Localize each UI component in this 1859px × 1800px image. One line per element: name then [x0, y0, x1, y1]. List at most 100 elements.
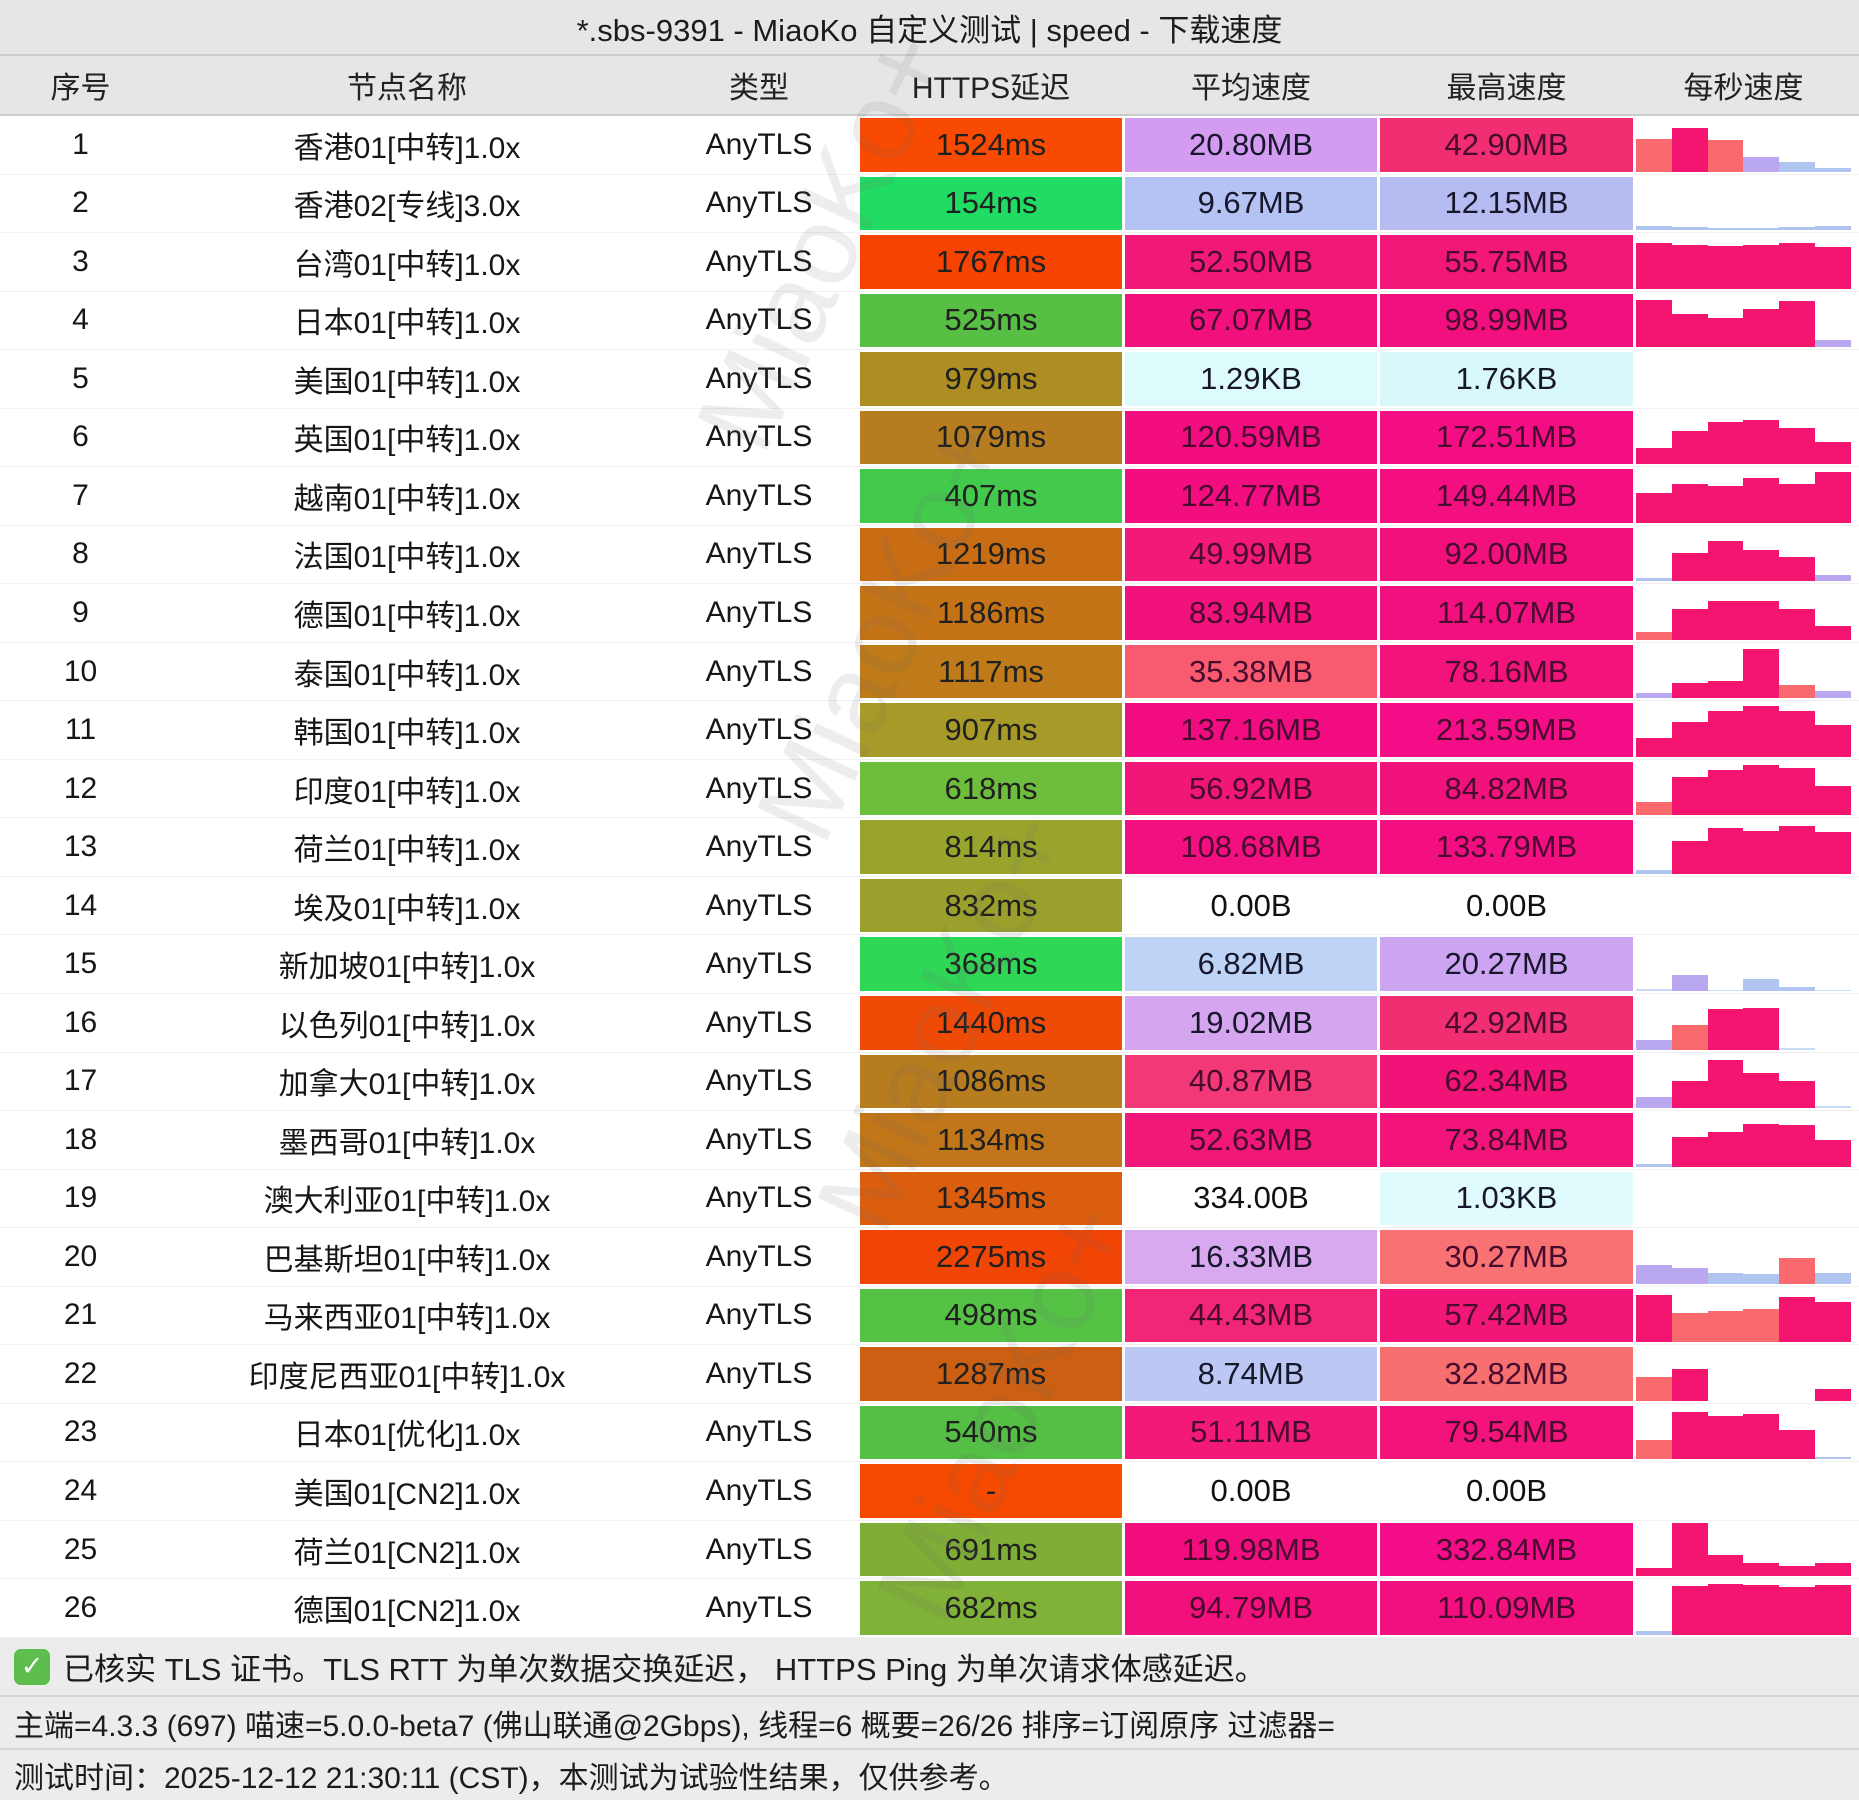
latency-cell: 154ms [860, 176, 1122, 231]
speed-bar [1671, 1137, 1708, 1167]
latency-cell: 1079ms [860, 410, 1122, 465]
speed-bar [1636, 692, 1672, 699]
column-header-max-speed: 最高速度 [1446, 72, 1567, 105]
row-name: 荷兰01[中转]1.0x [293, 834, 521, 868]
max-speed-cell: 84.82MB [1380, 761, 1633, 816]
per-second-speed-chart [1636, 294, 1851, 348]
speed-bar [1743, 1073, 1780, 1109]
table-row: 18 墨西哥01[中转]1.0x AnyTLS 1134ms 52.63MB 7… [0, 1111, 1859, 1170]
speed-bar [1636, 448, 1672, 465]
table-row: 13 荷兰01[中转]1.0x AnyTLS 814ms 108.68MB 13… [0, 818, 1859, 877]
table-row: 23 日本01[优化]1.0x AnyTLS 540ms 51.11MB 79.… [0, 1403, 1859, 1463]
row-index: 12 [63, 771, 98, 805]
speed-bar [1815, 1585, 1851, 1635]
speed-bar [1636, 1376, 1672, 1401]
row-index: 3 [72, 244, 89, 278]
row-name: 印度尼西亚01[中转]1.0x [248, 1360, 566, 1394]
speed-bar [1707, 989, 1744, 991]
row-index: 26 [63, 1591, 98, 1625]
latency-cell: 407ms [860, 469, 1122, 523]
latency-cell: 1086ms [860, 1054, 1122, 1109]
row-type: AnyTLS [705, 1005, 813, 1039]
speed-bar [1779, 1565, 1816, 1577]
per-second-speed-chart [1636, 645, 1851, 699]
speed-bar [1815, 785, 1851, 816]
row-type: AnyTLS [705, 771, 813, 805]
speed-bar [1743, 1123, 1780, 1167]
row-type: AnyTLS [705, 947, 813, 981]
row-name: 印度01[中转]1.0x [293, 775, 521, 809]
speed-bar [1636, 631, 1672, 640]
row-index: 16 [63, 1005, 98, 1039]
row-index: 17 [63, 1064, 98, 1098]
speed-bar [1743, 831, 1780, 874]
max-speed-cell: 12.15MB [1380, 176, 1633, 231]
speed-bar [1707, 680, 1744, 699]
speed-bar [1779, 227, 1816, 231]
table-row: 11 韩国01[中转]1.0x AnyTLS 907ms 137.16MB 21… [0, 701, 1859, 760]
speed-bar [1671, 1412, 1708, 1460]
footer-version-info: 主端=4.3.3 (697) 喵速=5.0.0-beta7 (佛山联通@2Gbp… [0, 1697, 1859, 1750]
avg-speed-cell: 1.29KB [1125, 352, 1377, 406]
row-index: 7 [72, 478, 89, 512]
row-type: AnyTLS [705, 537, 813, 571]
speed-bar [1707, 769, 1744, 816]
speed-bar [1707, 486, 1744, 523]
row-name: 马来西亚01[中转]1.0x [263, 1302, 551, 1336]
avg-speed-cell: 83.94MB [1125, 586, 1377, 640]
row-type: AnyTLS [705, 244, 813, 278]
speed-bar [1707, 1311, 1744, 1343]
row-index: 8 [72, 537, 89, 571]
speed-bar [1779, 986, 1816, 991]
latency-cell: 814ms [860, 820, 1122, 874]
speed-bar [1743, 1007, 1780, 1050]
max-speed-cell: 42.90MB [1380, 118, 1633, 172]
row-index: 23 [63, 1415, 98, 1449]
row-name: 韩国01[中转]1.0x [293, 717, 521, 751]
avg-speed-cell: 52.63MB [1125, 1113, 1377, 1167]
max-speed-cell: 79.54MB [1380, 1405, 1633, 1460]
speed-bar [1815, 471, 1851, 523]
speed-bar [1671, 227, 1708, 231]
row-name: 英国01[中转]1.0x [293, 424, 521, 458]
per-second-speed-chart [1636, 1347, 1851, 1401]
row-name: 澳大利亚01[中转]1.0x [263, 1185, 551, 1219]
speed-bar [1671, 553, 1708, 582]
speed-bar [1707, 227, 1744, 231]
latency-cell: 691ms [860, 1522, 1122, 1577]
avg-speed-cell: 334.00B [1125, 1171, 1377, 1226]
latency-cell: 907ms [860, 703, 1122, 757]
per-second-speed-chart [1636, 586, 1851, 640]
speed-bar [1707, 140, 1744, 172]
max-speed-cell: 149.44MB [1380, 469, 1633, 523]
speed-bar [1671, 1585, 1708, 1635]
column-header-avg-speed: 平均速度 [1191, 72, 1311, 105]
per-second-speed-chart [1636, 235, 1851, 289]
speed-bar [1707, 541, 1744, 582]
speed-bar [1636, 1440, 1672, 1460]
max-speed-cell: 1.76KB [1380, 352, 1633, 406]
row-type: AnyTLS [705, 1356, 813, 1390]
footer-tls-note-text: 已核实 TLS 证书。TLS RTT 为单次数据交换延迟， HTTPS Ping… [63, 1652, 1266, 1687]
table-row: 9 德国01[中转]1.0x AnyTLS 1186ms 83.94MB 114… [0, 584, 1859, 643]
latency-cell: 1767ms [860, 235, 1122, 289]
speed-bar [1671, 608, 1708, 640]
avg-speed-cell: 20.80MB [1125, 118, 1377, 172]
column-header-node-name: 节点名称 [347, 72, 467, 105]
max-speed-cell: 32.82MB [1380, 1347, 1633, 1401]
max-speed-cell: 114.07MB [1380, 586, 1633, 640]
row-type: AnyTLS [705, 596, 813, 630]
column-header-per-second-speed: 每秒速度 [1683, 72, 1804, 105]
row-name: 加拿大01[中转]1.0x [278, 1068, 536, 1102]
row-type: AnyTLS [705, 303, 813, 337]
latency-cell: 1186ms [860, 586, 1122, 640]
speed-bar [1707, 600, 1744, 640]
latency-cell: 525ms [860, 293, 1122, 348]
footer-version-info-text: 主端=4.3.3 (697) 喵速=5.0.0-beta7 (佛山联通@2Gbp… [14, 1709, 1335, 1743]
speed-bar [1743, 478, 1780, 523]
per-second-speed-chart [1636, 762, 1851, 816]
max-speed-cell: 62.34MB [1380, 1054, 1633, 1109]
speed-bar [1743, 1274, 1780, 1284]
speed-bar [1779, 1047, 1816, 1050]
speed-bar [1815, 167, 1851, 172]
